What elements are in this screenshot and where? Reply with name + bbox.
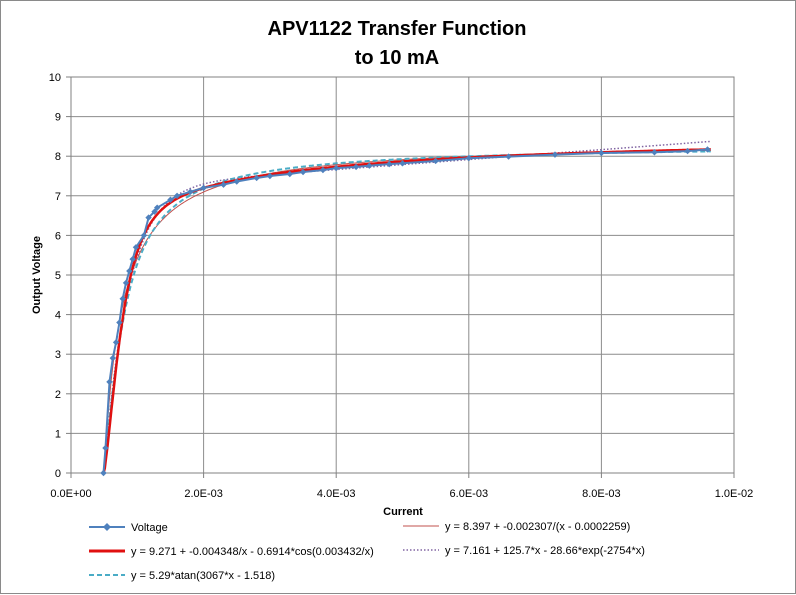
fit-curve-4 <box>102 150 711 474</box>
y-tick-label: 3 <box>55 349 61 361</box>
voltage-point <box>598 149 605 157</box>
voltage-point <box>220 181 227 188</box>
voltage-point <box>153 204 161 211</box>
voltage-point <box>106 378 113 386</box>
voltage-point <box>651 149 658 156</box>
gridlines <box>71 77 734 473</box>
voltage-point <box>505 153 512 160</box>
x-axis-ticks: 0.0E+00 2.0E-03 4.0E-03 6.0E-03 8.0E-03 1.0E-… <box>50 473 753 500</box>
legend-label-voltage: Voltage <box>131 522 168 534</box>
voltage-point <box>266 172 274 180</box>
voltage-point <box>233 178 240 185</box>
voltage-point <box>386 160 393 168</box>
legend-label-fit-2: y = 9.271 + -0.004348/x - 0.6914*cos(0.0… <box>131 546 374 558</box>
x-tick-label: 1.0E-02 <box>715 488 754 500</box>
voltage-point <box>145 214 152 221</box>
voltage-point <box>432 157 439 165</box>
voltage-point <box>129 255 136 263</box>
voltage-point <box>100 469 107 477</box>
fit-curve-1 <box>103 149 711 474</box>
voltage-point <box>151 208 158 215</box>
y-tick-label: 10 <box>49 72 61 84</box>
y-tick-label: 7 <box>55 191 61 203</box>
y-tick-label: 5 <box>55 270 61 282</box>
legend-label-fit-3: y = 7.161 + 125.7*x - 28.66*exp(-2754*x) <box>445 545 645 557</box>
voltage-point <box>126 267 133 275</box>
x-tick-label: 2.0E-03 <box>184 488 223 500</box>
voltage-point <box>102 444 109 452</box>
y-tick-label: 6 <box>55 230 61 242</box>
voltage-point <box>116 319 123 326</box>
legend-item-fit-1: y = 8.397 + -0.002307/(x - 0.0002259) <box>403 521 630 533</box>
y-tick-label: 9 <box>55 112 61 124</box>
voltage-point <box>366 162 373 169</box>
voltage-point <box>286 170 293 178</box>
x-tick-label: 6.0E-03 <box>450 488 489 500</box>
voltage-point <box>352 163 360 171</box>
voltage-point <box>704 146 711 153</box>
voltage-point <box>122 279 130 287</box>
x-tick-label: 4.0E-03 <box>317 488 356 500</box>
legend-label-fit-4: y = 5.29*atan(3067*x - 1.518) <box>131 570 275 582</box>
voltage-point <box>119 295 126 302</box>
chart-title-line2: to 10 mA <box>355 47 439 69</box>
voltage-point <box>187 188 194 196</box>
voltage-point <box>319 166 327 174</box>
y-axis-label: Output Voltage <box>31 236 43 314</box>
legend-label-fit-1: y = 8.397 + -0.002307/(x - 0.0002259) <box>445 521 630 533</box>
series-layer <box>100 140 711 477</box>
voltage-point <box>112 339 120 346</box>
y-tick-label: 8 <box>55 151 61 163</box>
voltage-point <box>132 244 140 251</box>
fit-curve-2 <box>102 148 711 474</box>
voltage-point <box>200 184 207 192</box>
x-tick-label: 0.0E+00 <box>50 488 91 500</box>
legend-item-voltage: Voltage <box>89 522 168 534</box>
y-tick-label: 2 <box>55 389 61 401</box>
voltage-series-line <box>102 148 708 474</box>
chart-title-line1: APV1122 Transfer Function <box>268 18 527 40</box>
voltage-point <box>109 354 116 362</box>
voltage-point <box>140 232 148 239</box>
legend-item-fit-4: y = 5.29*atan(3067*x - 1.518) <box>89 570 275 582</box>
legend-item-fit-2: y = 9.271 + -0.004348/x - 0.6914*cos(0.0… <box>89 546 374 558</box>
legend-item-fit-3: y = 7.161 + 125.7*x - 28.66*exp(-2754*x) <box>403 545 645 557</box>
y-tick-label: 1 <box>55 428 61 440</box>
legend: Voltage y = 8.397 + -0.002307/(x - 0.000… <box>89 521 645 582</box>
voltage-point <box>299 168 307 176</box>
y-tick-label: 4 <box>55 310 61 322</box>
x-axis-label: Current <box>383 506 423 518</box>
y-axis-ticks: 0 1 2 3 4 5 6 7 8 9 10 <box>49 72 71 480</box>
voltage-point <box>551 151 559 158</box>
y-tick-label: 0 <box>55 468 61 480</box>
x-tick-label: 8.0E-03 <box>582 488 621 500</box>
voltage-point <box>167 196 174 203</box>
voltage-point <box>684 147 691 155</box>
voltage-point <box>253 174 260 182</box>
voltage-point <box>173 192 181 199</box>
voltage-point <box>465 154 472 162</box>
voltage-point <box>333 164 340 172</box>
voltage-point <box>399 160 406 167</box>
